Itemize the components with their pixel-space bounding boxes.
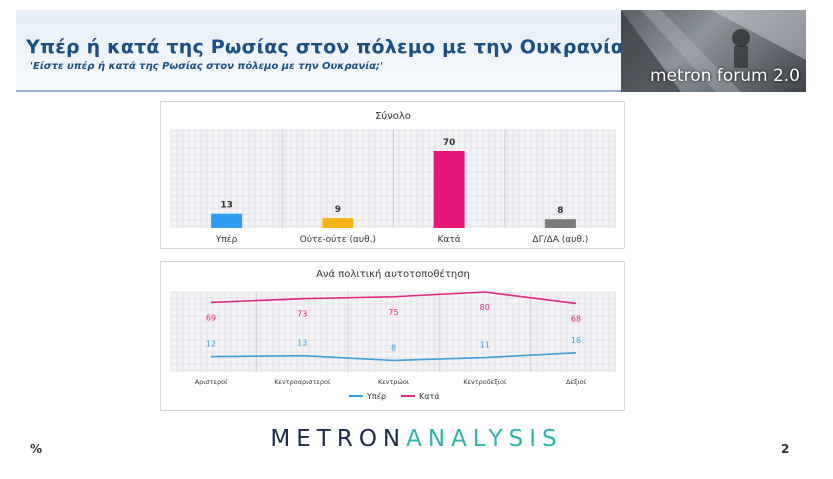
data-label-2-2: 73 xyxy=(297,310,307,319)
bar-1 xyxy=(211,213,243,228)
slide-subtitle: 'Είστε υπέρ ή κατά της Ρωσίας στον πόλεμ… xyxy=(30,61,384,72)
legend-item-2: Κατά xyxy=(401,392,440,401)
ideology-chart-panel: Ανά πολιτική αυτοτοποθέτηση 12 13 8 11 16 69 73… xyxy=(160,261,625,411)
bar-value-label-2: 9 xyxy=(335,205,341,215)
data-label-1-1: 12 xyxy=(206,340,216,349)
logo-photo-icon xyxy=(621,10,806,92)
series-line-Υπέρ xyxy=(210,352,577,362)
line-category-label-4: Κεντροδεξιοί xyxy=(463,378,507,386)
logo-text: metron forum 2.0 xyxy=(649,66,800,86)
metron-analysis-logo: METRONANALYSIS xyxy=(0,426,833,452)
data-label-1-2: 13 xyxy=(297,339,307,348)
total-chart-panel: Σύνολο 13 Υπέρ 9 Ούτε-ούτε (αυθ.) 70 Κατά 8 ΔΓ/Δ… xyxy=(160,101,625,249)
legend-item-1: Υπέρ xyxy=(349,391,386,401)
bar-4 xyxy=(544,219,576,228)
line-category-label-3: Κεντρώοι xyxy=(378,378,409,386)
brand-part-1: METRON xyxy=(270,426,407,452)
bar-category-label-2: Ούτε-ούτε (αυθ.) xyxy=(300,234,376,245)
legend-label-2: Κατά xyxy=(419,392,440,401)
bar-2 xyxy=(322,218,354,228)
line-category-label-2: Κεντροαριστεροί xyxy=(274,378,331,386)
slide-header: Υπέρ ή κατά της Ρωσίας στον πόλεμο με τη… xyxy=(16,10,806,92)
brand-part-2: ANALYSIS xyxy=(406,426,563,452)
data-label-2-1: 69 xyxy=(206,313,216,322)
data-label-1-3: 8 xyxy=(391,343,396,352)
bar-value-label-3: 70 xyxy=(443,138,456,148)
data-label-1-5: 16 xyxy=(571,336,581,345)
slide-title: Υπέρ ή κατά της Ρωσίας στον πόλεμο με τη… xyxy=(26,36,624,58)
bar-value-label-1: 13 xyxy=(220,201,233,211)
series-line-Κατά xyxy=(210,291,577,305)
metron-forum-logo: metron forum 2.0 xyxy=(621,10,806,92)
data-label-2-3: 75 xyxy=(388,308,398,317)
bar-value-label-4: 8 xyxy=(557,206,563,216)
bar-chart: Σύνολο 13 Υπέρ 9 Ούτε-ούτε (αυθ.) 70 Κατά 8 ΔΓ/Δ… xyxy=(170,110,616,245)
data-label-2-4: 80 xyxy=(480,303,490,312)
legend-label-1: Υπέρ xyxy=(366,391,386,401)
percent-sign: % xyxy=(30,442,43,456)
bar-3 xyxy=(433,151,465,228)
page-number: 2 xyxy=(781,442,790,456)
bar-category-label-3: Κατά xyxy=(438,235,461,245)
line-chart-grid xyxy=(170,291,616,372)
data-label-1-4: 11 xyxy=(480,341,490,350)
bar-chart-title: Σύνολο xyxy=(375,110,411,122)
bar-category-label-4: ΔΓ/ΔΑ (αυθ.) xyxy=(532,235,588,245)
bar-category-label-1: Υπέρ xyxy=(215,234,238,245)
line-chart-title: Ανά πολιτική αυτοτοποθέτηση xyxy=(316,268,470,280)
line-category-label-1: Αριστεροί xyxy=(195,378,228,386)
data-label-2-5: 68 xyxy=(571,314,581,323)
line-category-label-5: Δεξιοί xyxy=(566,378,587,386)
line-chart: Ανά πολιτική αυτοτοποθέτηση 12 13 8 11 16 69 73… xyxy=(170,268,616,401)
